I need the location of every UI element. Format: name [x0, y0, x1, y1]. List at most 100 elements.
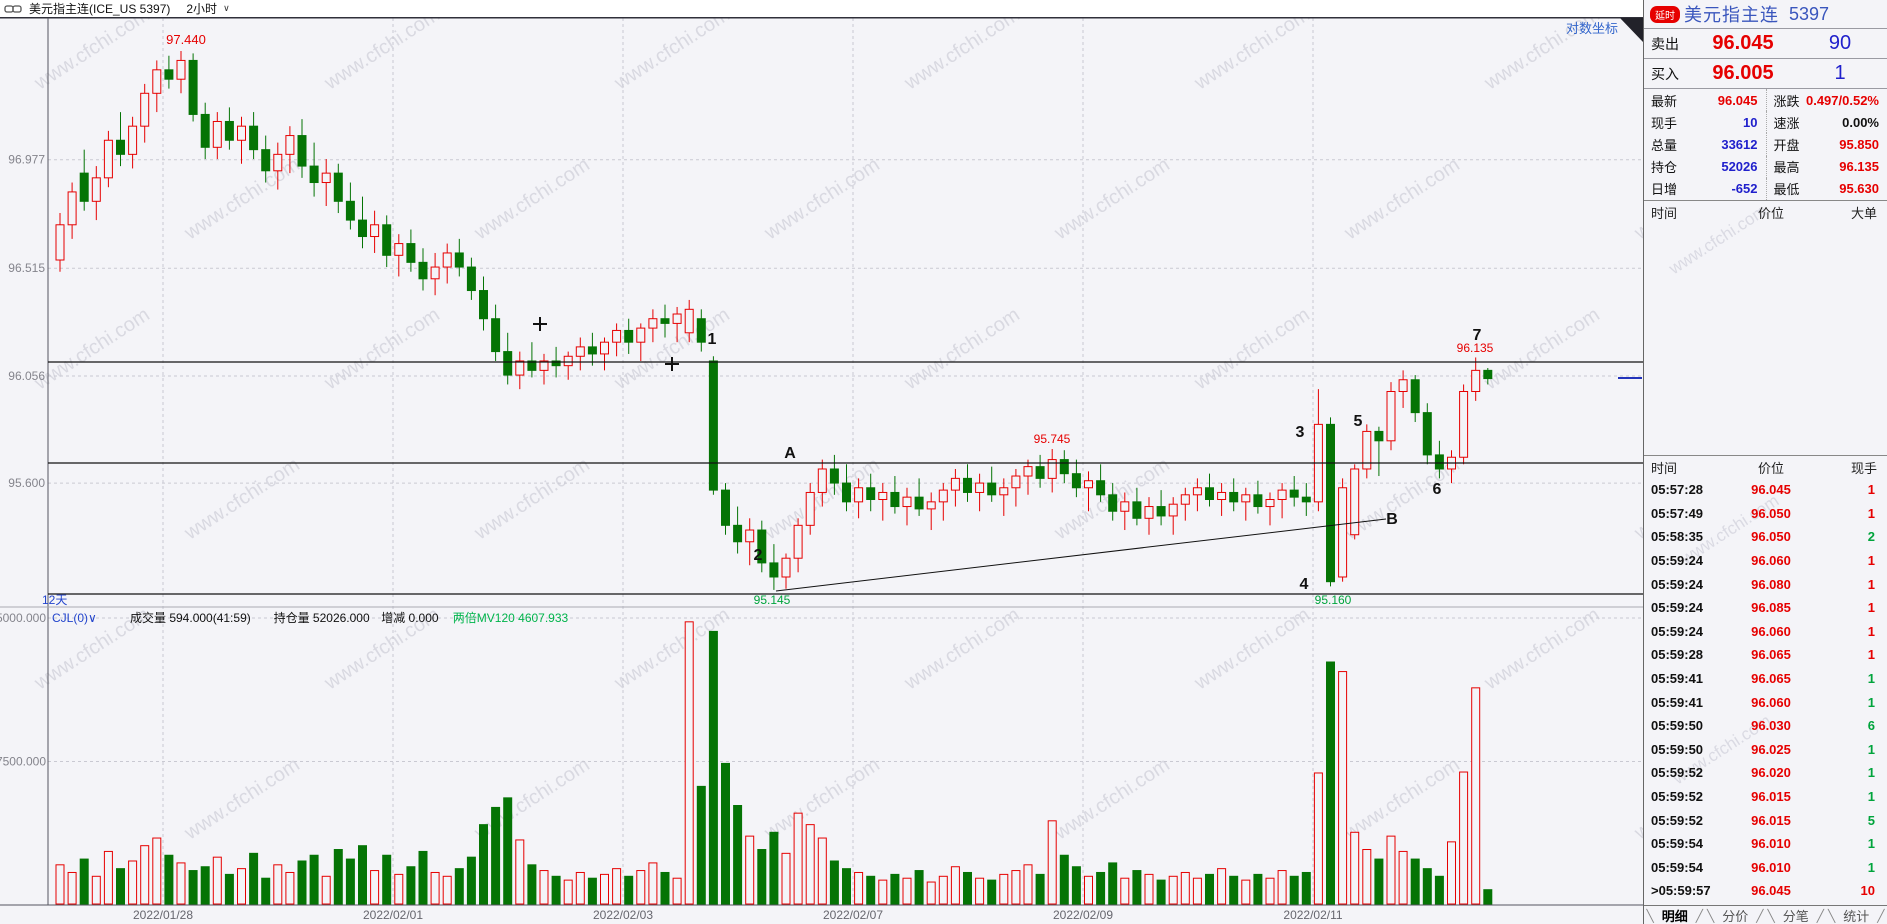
quote-value: 10: [1743, 114, 1758, 130]
quote-value: 52026: [1721, 159, 1758, 175]
date-label: 2022/02/11: [1283, 908, 1342, 922]
trade-lots: 1: [1867, 694, 1875, 710]
ask-size: 90: [1828, 32, 1852, 54]
tab-separator: ╱: [1816, 908, 1824, 923]
tab-分价[interactable]: 分价: [1722, 909, 1749, 924]
bid-label: 买入: [1651, 65, 1679, 82]
trade-time: 05:59:24: [1651, 600, 1704, 616]
trade-lots: 1: [1867, 859, 1875, 875]
trade-time: 05:59:50: [1651, 741, 1704, 757]
quote-value: 33612: [1721, 136, 1758, 152]
annotation: 96.135: [1457, 341, 1494, 355]
big-orders-header: 时间 价位 大单: [1644, 201, 1887, 223]
quote-row: 持仓 52026 最高 96.135: [1644, 155, 1887, 178]
panel-instrument-code: 5397: [1789, 3, 1830, 24]
date-label: 2022/02/07: [823, 908, 883, 922]
trade-row: 05:57:28 96.045 1: [1644, 478, 1887, 502]
trade-row: 05:59:41 96.065 1: [1644, 667, 1887, 691]
price-tick-label: 95.600: [8, 476, 45, 490]
annotation: B: [1386, 511, 1398, 528]
trade-row: >05:59:57 96.045 10: [1644, 879, 1887, 903]
bid-size: 1: [1834, 62, 1846, 84]
timeframe-selector[interactable]: 2小时: [186, 2, 218, 16]
trade-row: 05:59:24 96.080 1: [1644, 572, 1887, 596]
trade-time: 05:59:24: [1651, 576, 1704, 592]
col-time: 时间: [1651, 205, 1678, 221]
chevron-down-icon[interactable]: ∨: [223, 3, 230, 13]
trade-row: 05:59:52 96.015 5: [1644, 808, 1887, 832]
trade-lots: 1: [1867, 505, 1875, 521]
quote-label: 总量: [1651, 137, 1678, 153]
annotation: 1: [708, 331, 717, 348]
annotation: 3: [1296, 424, 1305, 441]
col-price: 价位: [1757, 460, 1784, 476]
trade-row: 05:59:24 96.060 1: [1644, 620, 1887, 644]
date-label: 2022/02/03: [593, 908, 653, 922]
chart-toolbar: 美元指主连(ICE_US 5397) 2小时 ∨: [0, 0, 1643, 18]
bid-price: 96.005: [1712, 62, 1774, 84]
trade-lots: 1: [1867, 600, 1875, 616]
trade-time: 05:59:52: [1651, 789, 1704, 805]
tab-统计[interactable]: 统计: [1843, 909, 1870, 924]
col-time: 时间: [1651, 460, 1678, 476]
quote-value: 95.850: [1839, 136, 1879, 152]
trade-time: 05:57:49: [1651, 505, 1704, 521]
quote-label: 速涨: [1773, 115, 1800, 131]
trade-lots: 1: [1867, 647, 1875, 663]
tab-分笔[interactable]: 分笔: [1782, 909, 1809, 924]
link-icon[interactable]: [4, 3, 23, 15]
trade-row: 05:59:24 96.060 1: [1644, 549, 1887, 573]
quote-value: 0.00%: [1842, 114, 1879, 130]
tab-明细[interactable]: 明细: [1661, 909, 1688, 924]
annotation: 2: [754, 547, 763, 564]
quote-panel: www.cfchi.com www.cfchi.com www.cfchi.co…: [1643, 0, 1887, 924]
trade-time: 05:59:24: [1651, 553, 1704, 569]
trade-price: 96.020: [1751, 765, 1791, 781]
ask-row[interactable]: 卖出 96.045 90: [1644, 28, 1887, 58]
trade-price: 96.060: [1751, 694, 1791, 710]
trade-price: 96.045: [1751, 482, 1791, 498]
trade-lots: 1: [1867, 765, 1875, 781]
chart-area[interactable]: www.cfchi.com www.cfchi.com www.cfchi.com w…: [0, 0, 1643, 924]
col-price: 价位: [1757, 205, 1784, 221]
delay-badge: 延时: [1650, 5, 1680, 23]
trade-time: 05:59:52: [1651, 765, 1704, 781]
low-price-label: 95.160: [1315, 593, 1352, 607]
quote-value: 96.045: [1717, 92, 1758, 108]
trade-row: 05:59:50 96.030 6: [1644, 714, 1887, 738]
tab-separator: ╱: [1695, 908, 1704, 923]
trade-price: 96.085: [1751, 600, 1791, 616]
trades-header: 时间 价位 现手: [1644, 456, 1887, 478]
price-tick-label: 96.977: [8, 153, 45, 167]
trade-row: 05:59:41 96.060 1: [1644, 690, 1887, 714]
trade-time: 05:59:54: [1651, 836, 1704, 852]
panel-header: 延时 美元指主连 5397: [1644, 0, 1887, 28]
time-and-sales-section: 时间 价位 现手 05:57:28 96.045 1 05:57:49 96.050 1 0…: [1644, 455, 1887, 905]
low-price-label: 95.145: [754, 593, 791, 607]
price-tick-label: 96.515: [8, 261, 45, 275]
trade-lots: 1: [1867, 741, 1875, 757]
trade-row: 05:59:54 96.010 1: [1644, 832, 1887, 856]
quote-row: 最新 96.045 涨跌 0.497/0.52%: [1644, 89, 1887, 112]
trade-price: 96.010: [1751, 859, 1791, 875]
quote-row: 日增 -652 最低 95.630: [1644, 177, 1887, 200]
bid-row[interactable]: 买入 96.005 1: [1644, 58, 1887, 88]
big-orders-section: 时间 价位 大单: [1644, 201, 1887, 455]
quote-value: -652: [1731, 181, 1758, 197]
panel-tab-bar: ╲ 明细 ╱ ╲ 分价 ╱ ╲ 分笔 ╱ ╲ 统计 ╱: [1644, 905, 1887, 924]
indicator-value: 两倍MV120 4607.933: [453, 610, 569, 625]
col-bigorder: 大单: [1850, 205, 1877, 221]
trade-lots: 5: [1867, 812, 1875, 828]
trade-time: 05:59:52: [1651, 812, 1704, 828]
tab-separator: ╲: [1646, 908, 1654, 923]
quote-grid: 最新 96.045 涨跌 0.497/0.52% 现手 10 速涨 0.00% 总量 33612 开…: [1644, 88, 1887, 201]
quote-label: 最新: [1651, 93, 1678, 109]
price-tick-label: 96.056: [8, 369, 45, 383]
trade-row: 05:59:24 96.085 1: [1644, 596, 1887, 620]
corner-fold-icon: [1620, 18, 1643, 42]
annotation: A: [784, 445, 796, 462]
trade-price: 96.015: [1751, 812, 1791, 828]
trade-lots: 1: [1867, 836, 1875, 852]
date-label: 2022/02/09: [1053, 908, 1113, 922]
